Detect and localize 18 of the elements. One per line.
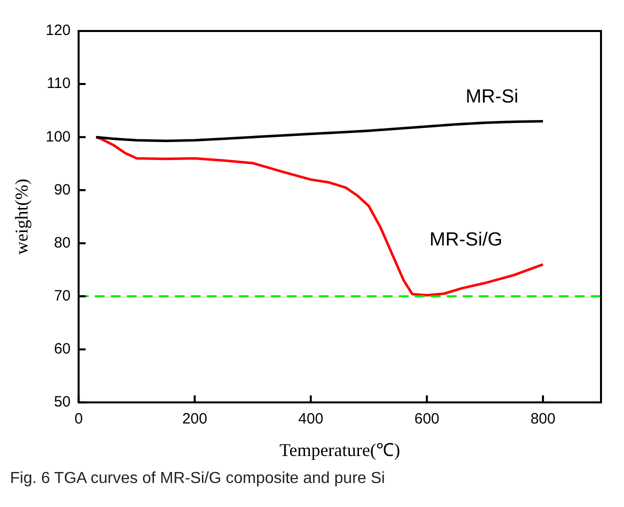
y-tick-label: 100 [46,128,71,146]
series-label: MR-Si [466,86,518,108]
x-tick-label: 0 [74,410,83,428]
y-tick-label: 80 [54,234,71,252]
y-tick-label: 60 [54,340,71,358]
y-tick-label: 90 [54,181,71,198]
x-tick-label: 800 [530,410,556,428]
caption: Fig. 6 TGA curves of MR-Si/G composite and pure Si [10,470,385,488]
x-axis-title: Temperature(℃) [279,440,400,460]
y-tick-label: 120 [46,22,71,40]
x-tick-label: 200 [182,410,208,428]
series-label: MR-Si/G [430,230,502,251]
x-tick-label: 600 [414,410,440,428]
y-tick-label: 110 [46,75,71,92]
y-axis-title: weight(%) [12,178,32,255]
x-tick-label: 400 [298,410,324,428]
y-tick-label: 70 [54,287,71,304]
y-tick-label: 50 [54,394,71,411]
